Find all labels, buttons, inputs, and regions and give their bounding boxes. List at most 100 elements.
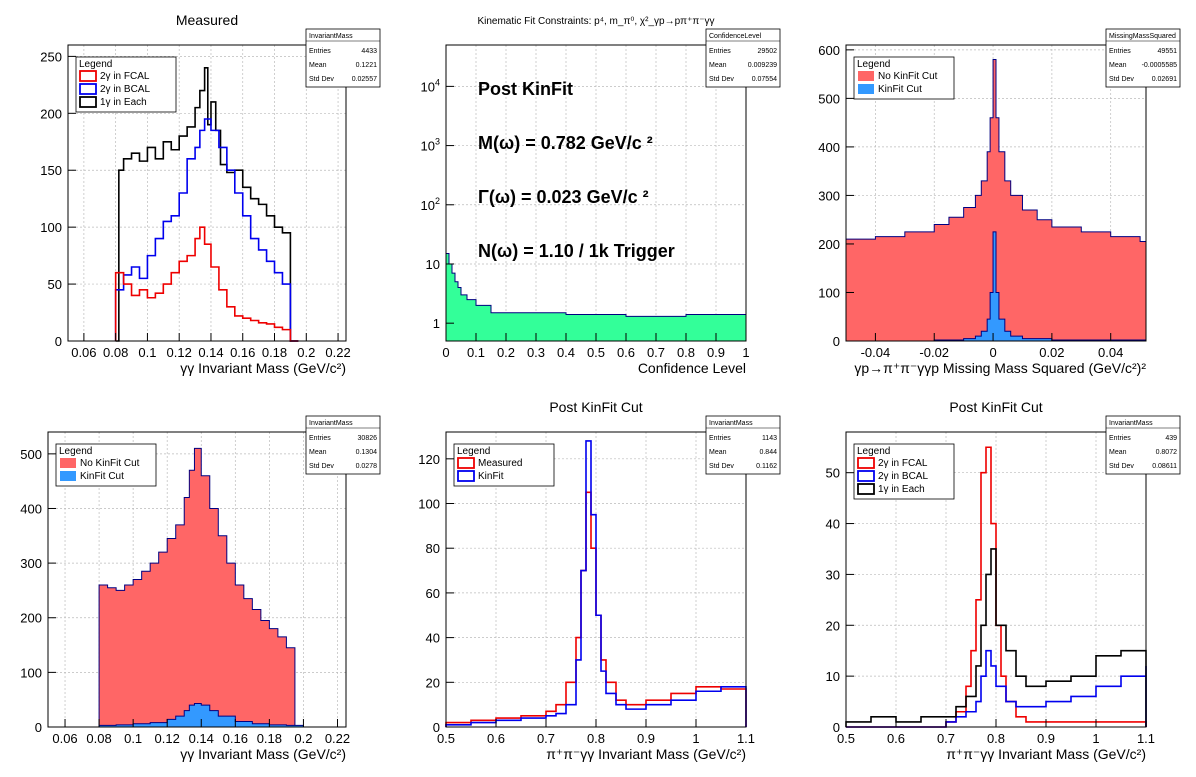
x-tick-label: 0.8 (987, 731, 1005, 746)
y-tick-label: 400 (818, 140, 840, 155)
x-tick-label: 0.12 (167, 345, 192, 360)
y-tick-label: 50 (826, 466, 840, 481)
stats-box: InvariantMass Entries 4433 Mean 0.1221 Std De… (305, 28, 381, 88)
x-tick-label: 1 (742, 345, 749, 360)
stats-row-value: 0.02557 (352, 76, 377, 83)
x-tick-label: 0.6 (487, 731, 505, 746)
x-tick-label: 0.5 (587, 345, 605, 360)
x-tick-label: 1 (692, 731, 699, 746)
y-tick-label: 300 (20, 556, 42, 571)
y-tick-label: 10 (826, 669, 840, 684)
x-tick-label: 1 (1092, 731, 1099, 746)
legend-title: Legend (59, 446, 92, 457)
stats-box-name: InvariantMass (709, 420, 753, 427)
panel-p1: 0.06 0.08 0.1 0.12 0.14 0.16 0.18 0.2 0.22 0 50 100… (40, 12, 381, 376)
series-p1-1-line (114, 118, 299, 342)
legend-item-label: Measured (478, 458, 522, 469)
x-tick-label: 0.02 (1039, 345, 1064, 360)
y-tick-label: 250 (40, 49, 62, 64)
x-tick-label: 0.4 (557, 345, 575, 360)
stats-box: InvariantMass Entries 1143 Mean 0.844 Std Dev… (705, 415, 781, 475)
stats-box: InvariantMass Entries 30826 Mean 0.1304 Std D… (305, 415, 381, 475)
y-tick-label: 400 (20, 501, 42, 516)
stats-box-frame (305, 28, 381, 88)
stats-box-name: ConfidenceLevel (709, 33, 762, 40)
y-tick-label: 100 (40, 220, 62, 235)
x-tick-label: 0.22 (325, 345, 350, 360)
x-tick-label: 0.2 (294, 731, 312, 746)
stats-row-value: 0.1162 (756, 463, 777, 470)
x-tick-label: 0.22 (325, 731, 350, 746)
legend-swatch (858, 71, 874, 81)
stats-row-value: 0.844 (759, 449, 777, 456)
stats-row-label: Entries (1109, 435, 1131, 442)
y-tick-label: 200 (40, 106, 62, 121)
y-tick-label: 100 (20, 665, 42, 680)
stats-row-label: Mean (309, 449, 327, 456)
legend-swatch (60, 471, 76, 481)
y-tick-label: 0 (55, 334, 62, 349)
stats-row-value: 0.0278 (356, 463, 378, 470)
x-tick-label: 0 (442, 345, 449, 360)
x-tick-label: -0.02 (919, 345, 949, 360)
legend-title: Legend (857, 446, 890, 457)
legend-item-label: KinFit (478, 471, 504, 482)
stats-row-label: Entries (709, 48, 731, 55)
stats-row-label: Std Dev (1109, 463, 1134, 470)
y-tick-label: 120 (418, 452, 440, 467)
stats-row-label: Mean (709, 449, 727, 456)
x-tick-label: 0.18 (262, 345, 287, 360)
stats-box-name: MissingMassSquared (1109, 33, 1176, 40)
stats-box-name: InvariantMass (309, 420, 353, 427)
y-tick-label: 40 (826, 517, 840, 532)
series-p3-0-area (845, 59, 1147, 342)
y-tick-label: 10 (426, 257, 440, 272)
stats-row-label: Std Dev (709, 463, 734, 470)
legend-swatch (79, 70, 97, 82)
y-tick-label: 102 (421, 196, 440, 213)
y-tick-label: 500 (20, 447, 42, 462)
stats-row-label: Entries (309, 48, 331, 55)
plot-frame (845, 44, 1147, 342)
legend-swatch (857, 483, 875, 495)
x-tick-label: 0.9 (637, 731, 655, 746)
series-p6-2-line (845, 548, 1147, 727)
series-p1-2-line (114, 226, 299, 342)
stats-row-value: 1143 (762, 435, 777, 442)
series-p6-0-line (846, 446, 1147, 728)
annotation: Post KinFit (478, 79, 573, 99)
annotation: M(ω) = 0.782 GeV/c ² (478, 133, 653, 153)
panel-p2: 0 0.1 0.2 0.3 0.4 0.5 0.6 0.7 0.8 0.9 1 1 10 102 103 10… (421, 16, 781, 376)
x-axis-label: π⁺π⁻γγ Invariant Mass (GeV/c²) (946, 746, 1146, 762)
x-tick-label: 0.1 (467, 345, 485, 360)
x-tick-label: 0.2 (297, 345, 315, 360)
legend-item-label: 2γ in FCAL (100, 71, 150, 82)
stats-box: InvariantMass Entries 439 Mean 0.8072 Std Dev… (1105, 415, 1181, 475)
y-tick-label: 40 (426, 631, 440, 646)
x-tick-label: 0.1 (124, 731, 142, 746)
stats-box-name: InvariantMass (1109, 420, 1153, 427)
x-axis-label: γp→π⁺π⁻γγp Missing Mass Squared (GeV/c²)… (854, 360, 1146, 376)
chart-title: Kinematic Fit Constraints: p⁴, m_π⁰, χ²_… (477, 16, 714, 27)
x-tick-label: 0.08 (86, 731, 111, 746)
y-tick-label: 200 (818, 237, 840, 252)
y-tick-label: 100 (418, 497, 440, 512)
panel-p3: -0.04 -0.02 0 0.02 0.04 0 100 200 300 400 500 600 γp… (818, 28, 1181, 376)
y-tick-label: 600 (818, 43, 840, 58)
y-tick-label: 50 (48, 277, 62, 292)
stats-row-label: Entries (309, 435, 331, 442)
stats-row-value: 30826 (358, 435, 378, 442)
legend-item-label: KinFit Cut (878, 84, 922, 95)
legend-item-label: 2γ in BCAL (878, 471, 928, 482)
x-tick-label: -0.04 (861, 345, 891, 360)
stats-row-label: Std Dev (709, 76, 734, 83)
legend-swatch (457, 457, 475, 469)
x-tick-label: 0.9 (707, 345, 725, 360)
y-tick-label: 200 (20, 611, 42, 626)
stats-row-label: Std Dev (309, 463, 334, 470)
x-tick-label: 0.2 (497, 345, 515, 360)
x-tick-label: 0 (989, 345, 996, 360)
legend-item-label: 1γ in Each (100, 97, 147, 108)
panel-p4: 0.06 0.08 0.1 0.12 0.14 0.16 0.18 0.2 0.22 0 100 20… (20, 415, 381, 762)
